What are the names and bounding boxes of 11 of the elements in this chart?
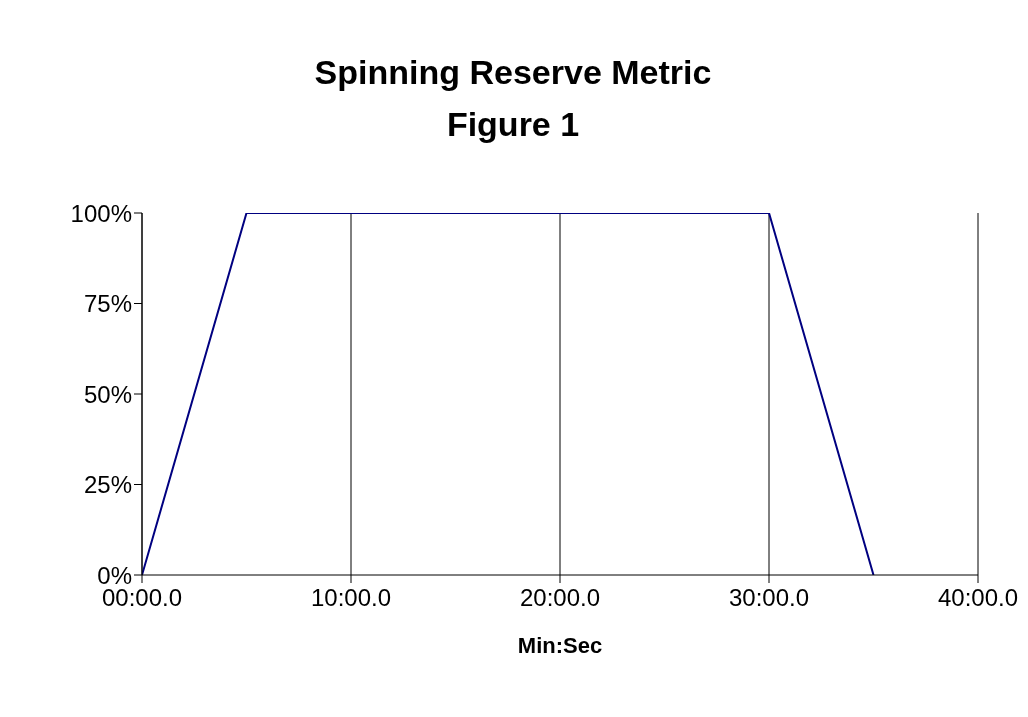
x-tick-label: 40:00.0 <box>937 584 1019 612</box>
chart-subtitle: Figure 1 <box>445 104 581 145</box>
y-tick-label: 100% <box>70 199 132 227</box>
x-tick-label: 30:00.0 <box>728 584 810 612</box>
x-axis-title: Min:Sec <box>516 633 604 659</box>
x-tick-label: 20:00.0 <box>519 584 601 612</box>
y-tick-label: 75% <box>83 290 132 318</box>
chart-title: Spinning Reserve Metric <box>313 52 713 93</box>
x-tick-label: 10:00.0 <box>310 584 392 612</box>
y-tick-label: 25% <box>83 471 132 499</box>
y-tick-label: 50% <box>83 380 132 408</box>
